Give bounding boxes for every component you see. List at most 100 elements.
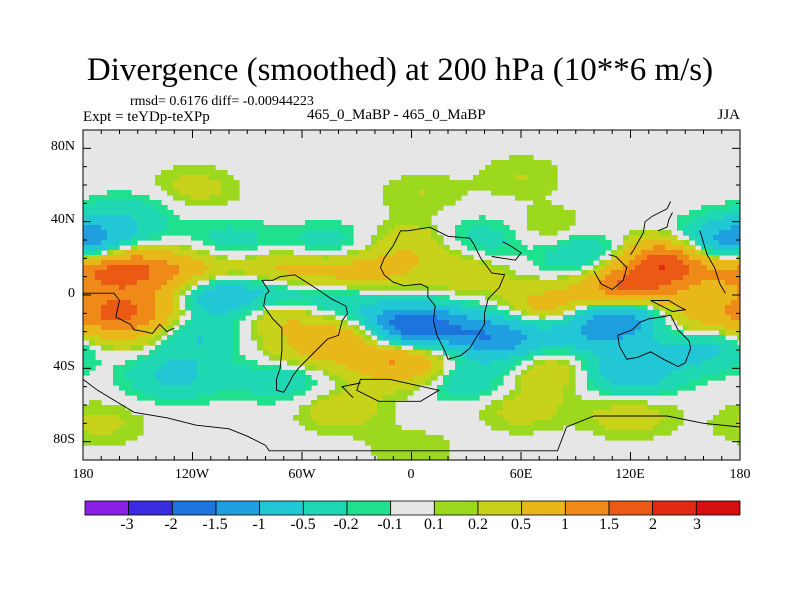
field-cell [407,300,414,306]
colorbar-swatch [521,500,566,516]
field-cell [299,235,306,241]
field-cell [605,360,612,366]
field-cell [677,275,684,281]
field-cell [395,425,402,431]
field-cell [647,260,654,266]
field-cell [203,290,210,296]
field-cell [371,395,378,401]
field-cell [263,350,270,356]
field-cell [281,225,288,231]
field-cell [203,170,210,176]
field-cell [245,285,252,291]
field-cell [341,350,348,356]
field-cell [545,340,552,346]
field-cell [491,425,498,431]
field-cell [83,325,90,331]
field-cell [155,335,162,341]
field-cell [413,445,420,451]
field-cell [521,295,528,301]
field-cell [563,245,570,251]
field-cell [353,330,360,336]
field-cell [485,340,492,346]
field-cell [521,400,528,406]
field-cell [161,370,168,376]
cases-label: 465_0_MaBP - 465_0_MaBP [307,107,486,123]
field-cell [515,245,522,251]
field-cell [131,245,138,251]
field-cell [335,245,342,251]
field-cell [179,260,186,266]
field-cell [395,205,402,211]
field-cell [719,240,726,246]
field-cell [599,400,606,406]
field-cell [341,325,348,331]
field-cell [341,265,348,271]
field-cell [269,270,276,276]
field-cell [113,190,120,196]
field-cell [587,280,594,286]
field-cell [389,370,396,376]
field-cell [701,215,708,221]
field-cell [173,290,180,296]
field-cell [203,380,210,386]
field-cell [83,230,90,236]
field-cell [239,245,246,251]
field-cell [299,325,306,331]
field-cell [167,355,174,361]
field-cell [701,250,708,256]
field-cell [95,425,102,431]
field-cell [131,235,138,241]
field-cell [347,300,354,306]
field-cell [263,265,270,271]
field-cell [407,200,414,206]
field-cell [137,335,144,341]
field-cell [149,215,156,221]
field-cell [305,275,312,281]
field-cell [569,285,576,291]
field-cell [161,345,168,351]
field-cell [413,430,420,436]
field-cell [503,335,510,341]
field-cell [239,235,246,241]
field-cell [593,250,600,256]
field-cell [689,255,696,261]
field-cell [407,445,414,451]
field-cell [473,225,480,231]
field-cell [341,420,348,426]
field-cell [587,255,594,261]
field-cell [515,430,522,436]
field-cell [575,330,582,336]
field-cell [395,320,402,326]
field-cell [269,265,276,271]
field-cell [395,185,402,191]
coastline [699,230,726,294]
field-cell [707,335,714,341]
field-cell [371,280,378,286]
field-cell [377,300,384,306]
field-cell [125,230,132,236]
field-cell [197,225,204,231]
field-cell [509,275,516,281]
field-cell [221,290,228,296]
field-cell [173,180,180,186]
field-cell [179,385,186,391]
field-cell [107,225,114,231]
field-cell [515,285,522,291]
field-cell [137,420,144,426]
field-cell [119,290,126,296]
field-cell [305,225,312,231]
field-cell [527,175,534,181]
field-cell [461,280,468,286]
field-cell [161,315,168,321]
field-cell [347,425,354,431]
field-cell [305,235,312,241]
field-cell [137,290,144,296]
field-cell [155,220,162,226]
field-cell [653,340,660,346]
field-cell [275,330,282,336]
field-cell [323,420,330,426]
field-cell [521,325,528,331]
field-cell [377,415,384,421]
field-cell [665,390,672,396]
field-cell [113,305,120,311]
